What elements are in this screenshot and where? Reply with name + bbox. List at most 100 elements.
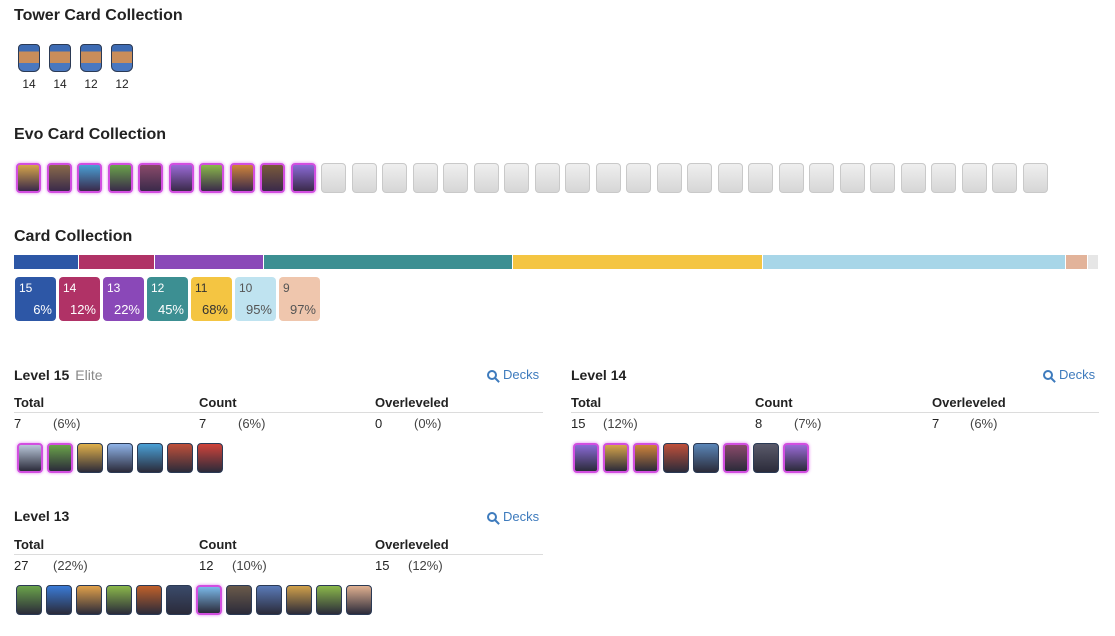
evo-cards-row: [16, 163, 1048, 193]
level-13-badge[interactable]: 13 22%: [103, 277, 144, 321]
badge-level: 14: [63, 281, 77, 295]
level-13-total-pct: (22%): [53, 558, 88, 573]
mighty-miner-card[interactable]: [197, 443, 223, 473]
evo-card-unowned[interactable]: [504, 163, 529, 193]
level-15-segment: [14, 255, 80, 269]
tesla-evo-card[interactable]: [783, 443, 809, 473]
royal-giant-evo-card[interactable]: [633, 443, 659, 473]
evo-card-owned[interactable]: [260, 163, 285, 193]
evo-card-unowned[interactable]: [534, 163, 560, 193]
goblin-drill-evo-card[interactable]: [723, 443, 749, 473]
bandit-card[interactable]: [693, 443, 719, 473]
level-14-over: 7: [932, 416, 940, 431]
evo-card-unowned[interactable]: [382, 163, 407, 193]
evo-card-unowned[interactable]: [931, 163, 956, 193]
evo-card-unowned[interactable]: [1022, 163, 1048, 193]
fireball-card[interactable]: [136, 585, 162, 615]
evo-card-unowned[interactable]: [412, 163, 438, 193]
evo-card-unowned[interactable]: [595, 163, 621, 193]
level-13-segment: [155, 255, 264, 269]
skeletons-card[interactable]: [753, 443, 779, 473]
wizard-evo-card[interactable]: [573, 443, 599, 473]
evo-card-unowned[interactable]: [839, 163, 865, 193]
tower-cards-row: 14 14 12 12: [17, 44, 134, 91]
evo-card-unowned[interactable]: [870, 163, 895, 193]
evo-card-unowned[interactable]: [748, 163, 773, 193]
evo-card-unowned[interactable]: [443, 163, 468, 193]
evo-collection-title: Evo Card Collection: [14, 126, 167, 143]
evo-card-unowned[interactable]: [717, 163, 743, 193]
drill-card[interactable]: [166, 585, 192, 615]
evo-card-unowned[interactable]: [473, 163, 499, 193]
evo-card-owned[interactable]: [199, 163, 224, 193]
col-total-header: Total: [14, 395, 45, 410]
electro-spirit-card[interactable]: [46, 585, 72, 615]
level-13-total: 27: [14, 558, 29, 573]
level-11-badge[interactable]: 11 68%: [191, 277, 232, 321]
level-14-total: 15: [571, 416, 586, 431]
level-distribution-bar: [14, 255, 1099, 269]
evo-card-owned[interactable]: [290, 163, 316, 193]
level-13-decks-link[interactable]: Decks: [487, 509, 539, 524]
evo-card-unowned[interactable]: [809, 163, 834, 193]
col-count-header: Count: [755, 395, 793, 410]
evo-card-owned[interactable]: [77, 163, 102, 193]
badge-level: 9: [283, 281, 290, 295]
skeleton-army-evo-card[interactable]: [17, 443, 43, 473]
goblin-cage-evo-card[interactable]: [47, 443, 73, 473]
evo-card-owned[interactable]: [138, 163, 163, 193]
evo-card-owned[interactable]: [46, 163, 72, 193]
goblin-gang-card[interactable]: [16, 585, 42, 615]
level-14-badge[interactable]: 14 12%: [59, 277, 100, 321]
goblin-barrel-card[interactable]: [77, 443, 103, 473]
evo-card-unowned[interactable]: [900, 163, 926, 193]
level-10-segment: [762, 255, 1067, 269]
evo-card-unowned[interactable]: [687, 163, 712, 193]
evo-card-owned[interactable]: [168, 163, 194, 193]
level-14-decks-link[interactable]: Decks: [1043, 367, 1095, 382]
level-15-badge[interactable]: 15 6%: [15, 277, 56, 321]
ice-spirit-evo-card[interactable]: [196, 585, 222, 615]
inferno-dragon-card[interactable]: [167, 443, 193, 473]
level-9-badge[interactable]: 9 97%: [279, 277, 320, 321]
miner-card[interactable]: [226, 585, 252, 615]
level-15-label: Level 15: [14, 367, 70, 383]
evo-card-unowned[interactable]: [992, 163, 1017, 193]
royal-ghost-card[interactable]: [256, 585, 282, 615]
card-collection-title: Card Collection: [14, 228, 133, 245]
ice-golem-card[interactable]: [137, 443, 163, 473]
level-11-segment: [513, 255, 763, 269]
evo-card-owned[interactable]: [107, 163, 133, 193]
level-13-count: 12: [199, 558, 214, 573]
giant-card[interactable]: [346, 585, 372, 615]
evo-card-unowned[interactable]: [961, 163, 987, 193]
hog-rider-card[interactable]: [663, 443, 689, 473]
search-icon: [1043, 369, 1053, 380]
level-15-count: 7: [199, 416, 207, 431]
ice-spirit-card[interactable]: [107, 443, 133, 473]
tower-level: 14: [53, 77, 67, 91]
level-15-decks-link[interactable]: Decks: [487, 367, 539, 382]
evo-card-unowned[interactable]: [351, 163, 377, 193]
spear-goblins-card[interactable]: [106, 585, 132, 615]
search-icon: [487, 369, 497, 380]
level-12-badge[interactable]: 12 45%: [147, 277, 188, 321]
fire-spirit-card[interactable]: [76, 585, 102, 615]
evo-card-unowned[interactable]: [778, 163, 804, 193]
evo-card-owned[interactable]: [229, 163, 255, 193]
knight-evo-card[interactable]: [603, 443, 629, 473]
evo-card-unowned[interactable]: [321, 163, 346, 193]
level-15-count-pct: (6%): [238, 416, 266, 431]
goblin-card[interactable]: [316, 585, 342, 615]
level-14-cards: [573, 443, 809, 473]
badge-level: 10: [239, 281, 253, 295]
evo-card-unowned[interactable]: [656, 163, 682, 193]
royal-delivery-card[interactable]: [286, 585, 312, 615]
evo-card-unowned[interactable]: [565, 163, 590, 193]
level-13-over: 15: [375, 558, 390, 573]
search-icon: [487, 511, 497, 522]
evo-card-unowned[interactable]: [626, 163, 651, 193]
evo-card-owned[interactable]: [16, 163, 41, 193]
level-14-segment: [79, 255, 156, 269]
level-10-badge[interactable]: 10 95%: [235, 277, 276, 321]
